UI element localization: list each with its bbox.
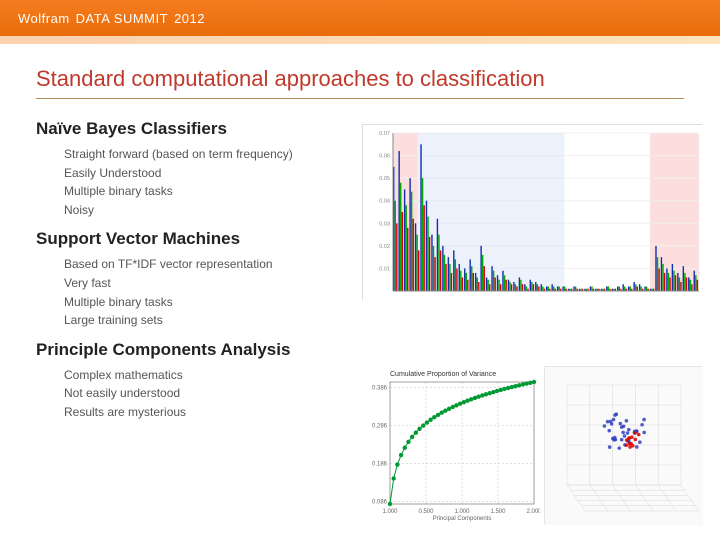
summit-text: DATA SUMMIT bbox=[76, 11, 168, 26]
header-underline bbox=[0, 36, 720, 44]
section-head: Principle Components Analysis bbox=[36, 340, 684, 360]
svg-text:1.000: 1.000 bbox=[382, 509, 398, 515]
header-bar: Wolfram DATA SUMMIT 2012 bbox=[0, 0, 720, 36]
svg-text:0.02: 0.02 bbox=[379, 244, 390, 250]
chart-bottom-left: Cumulative Proportion of Variance 0.086 0.… bbox=[360, 366, 540, 524]
svg-text:0.05: 0.05 bbox=[379, 176, 390, 182]
svg-text:0.06: 0.06 bbox=[379, 154, 390, 160]
svg-text:0.086: 0.086 bbox=[372, 500, 388, 506]
chart-bottom-right bbox=[544, 366, 702, 524]
svg-text:0.01: 0.01 bbox=[379, 266, 390, 272]
chart-br-svg bbox=[545, 367, 703, 525]
chart-bl-svg: Cumulative Proportion of Variance 0.086 0.… bbox=[360, 366, 540, 524]
year-text: 2012 bbox=[174, 11, 205, 26]
svg-text:1.500: 1.500 bbox=[490, 509, 506, 515]
svg-text:0.07: 0.07 bbox=[379, 131, 390, 137]
svg-text:0.500: 0.500 bbox=[418, 509, 434, 515]
chart-top: 0.01 0.02 0.03 0.04 0.05 0.06 0.07 bbox=[362, 124, 702, 300]
svg-text:0.186: 0.186 bbox=[372, 462, 388, 468]
svg-text:2.000: 2.000 bbox=[526, 509, 540, 515]
svg-text:0.286: 0.286 bbox=[372, 423, 388, 429]
chart-top-svg: 0.01 0.02 0.03 0.04 0.05 0.06 0.07 bbox=[363, 125, 703, 301]
slide-title: Standard computational approaches to cla… bbox=[36, 66, 684, 99]
svg-text:Cumulative Proportion of Varia: Cumulative Proportion of Variance bbox=[390, 371, 496, 378]
svg-text:0.03: 0.03 bbox=[379, 221, 390, 227]
brand-text: Wolfram bbox=[18, 11, 70, 26]
svg-text:0.386: 0.386 bbox=[372, 385, 388, 391]
svg-text:1.000: 1.000 bbox=[454, 509, 470, 515]
svg-text:0.04: 0.04 bbox=[379, 199, 390, 205]
svg-text:Principal Components: Principal Components bbox=[433, 516, 492, 522]
bullet-item: Large training sets bbox=[64, 311, 684, 330]
